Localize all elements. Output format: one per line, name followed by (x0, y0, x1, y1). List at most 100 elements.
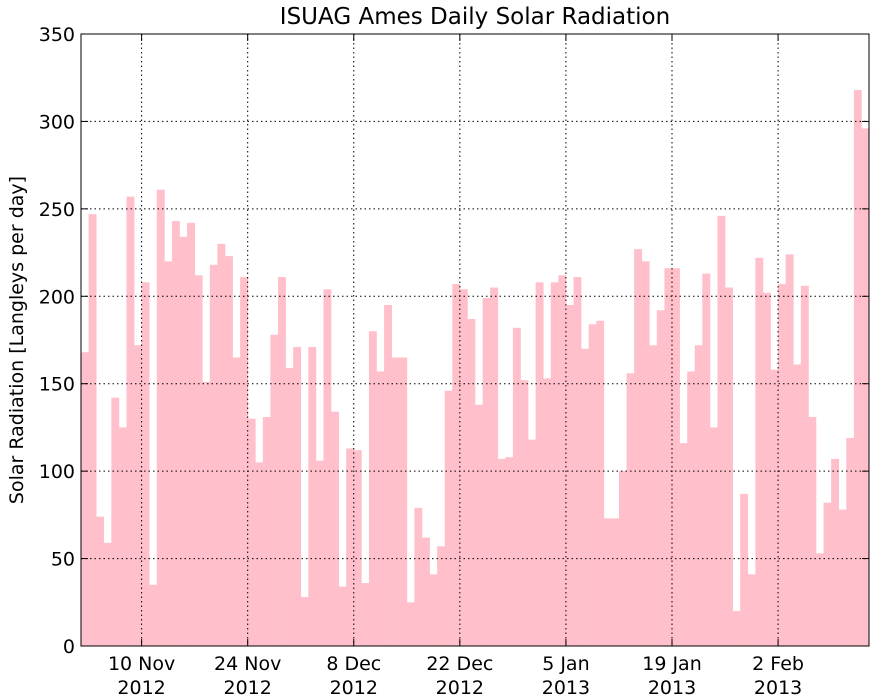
x-tick-year-label: 2013 (542, 677, 590, 699)
bar (421, 537, 430, 646)
bar (823, 502, 832, 646)
y-axis-label: Solar Radiation [Langleys per day] (6, 176, 28, 504)
bar (528, 439, 536, 646)
bar (247, 418, 256, 646)
x-tick-label: 24 Nov (214, 653, 281, 675)
y-tick-label: 100 (39, 461, 75, 483)
plot-frame (80, 33, 870, 647)
chart-title: ISUAG Ames Daily Solar Radiation (280, 4, 670, 30)
x-tick-year-label: 2012 (330, 677, 378, 699)
bar (376, 371, 385, 646)
bar (565, 305, 574, 646)
x-tick-label: 19 Jan (642, 653, 702, 675)
bar (725, 287, 733, 646)
bar (338, 586, 347, 646)
bar (475, 404, 483, 646)
bar (353, 450, 362, 646)
x-tick-label: 10 Nov (108, 653, 175, 675)
x-tick-label: 2 Feb (752, 653, 804, 675)
bars-layer (81, 89, 870, 647)
x-tick-year-label: 2012 (117, 677, 165, 699)
bar (800, 285, 809, 646)
bar (702, 273, 711, 646)
bar (126, 196, 135, 646)
bar (656, 310, 665, 646)
bar (149, 584, 158, 646)
bar (467, 319, 476, 646)
bar (505, 457, 514, 646)
bar (217, 243, 226, 646)
bar (482, 298, 491, 646)
bar (649, 345, 658, 646)
bar (808, 416, 817, 646)
bar (118, 427, 127, 646)
bar (694, 345, 703, 646)
bar (679, 443, 688, 646)
bar (512, 327, 521, 646)
bar (535, 282, 544, 646)
bar (762, 292, 771, 646)
y-tick-label: 250 (39, 199, 75, 221)
bar (626, 373, 635, 646)
bar (429, 574, 438, 646)
bar (224, 256, 233, 646)
bar (255, 462, 264, 646)
bar (96, 516, 105, 646)
x-tick-year-label: 2012 (436, 677, 484, 699)
bar (164, 261, 173, 646)
bar (111, 397, 120, 646)
bar (687, 371, 696, 646)
bar (588, 324, 597, 646)
y-tick-label: 350 (39, 24, 75, 46)
bar (490, 287, 499, 646)
bar (300, 597, 309, 646)
bar (209, 264, 218, 646)
bar (740, 493, 749, 646)
bar (391, 357, 400, 646)
bar (315, 460, 324, 646)
bar (308, 346, 317, 646)
bar (437, 546, 446, 646)
bar (459, 289, 468, 646)
bar (520, 380, 529, 646)
bar (846, 437, 855, 646)
bar (194, 275, 203, 646)
bar (171, 221, 180, 646)
bar (831, 458, 840, 646)
bar (785, 254, 794, 646)
bar (664, 268, 673, 646)
y-tick-label: 300 (39, 111, 75, 133)
bar (550, 282, 559, 646)
bar (611, 518, 620, 646)
bar (452, 284, 461, 646)
grid-layer (81, 34, 869, 646)
bar (732, 611, 741, 646)
bar (618, 471, 627, 646)
bar (179, 236, 188, 646)
bar (838, 509, 847, 646)
bar (596, 320, 605, 646)
bar (581, 348, 590, 646)
x-tick-year-label: 2012 (224, 677, 272, 699)
y-tick-label: 200 (39, 286, 75, 308)
bar (270, 334, 279, 646)
bar (853, 89, 862, 646)
bar (793, 364, 802, 646)
y-tick-label: 0 (63, 636, 75, 658)
bar (558, 275, 567, 646)
x-tick-label: 22 Dec (426, 653, 493, 675)
bar (187, 222, 196, 646)
bar (331, 411, 339, 646)
bar (573, 277, 582, 646)
bar (346, 448, 355, 646)
bar (323, 289, 332, 646)
bar (232, 357, 241, 646)
bar (262, 416, 271, 646)
bar (399, 357, 408, 646)
x-tick-year-label: 2013 (648, 677, 696, 699)
bar (134, 345, 142, 646)
bar (103, 542, 112, 646)
bar (202, 381, 211, 646)
